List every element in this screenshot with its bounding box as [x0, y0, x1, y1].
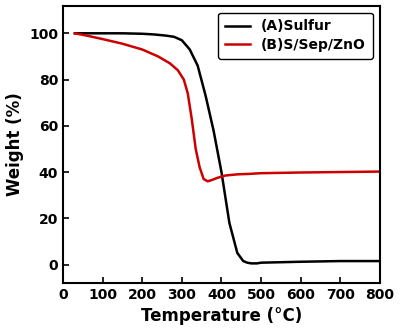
Line: (A)Sulfur: (A)Sulfur — [75, 33, 380, 263]
(B)S/Sep/ZnO — [185, 91, 190, 95]
(A)Sulfur — [100, 31, 105, 35]
Legend: (A)Sulfur, (B)S/Sep/ZnO: (A)Sulfur, (B)S/Sep/ZnO — [218, 13, 373, 59]
(B)S/Sep/ZnO — [223, 173, 228, 177]
(A)Sulfur — [378, 259, 382, 263]
(B)S/Sep/ZnO — [338, 170, 343, 174]
(B)S/Sep/ZnO — [84, 34, 89, 38]
(B)S/Sep/ZnO — [259, 171, 264, 175]
(A)Sulfur — [80, 31, 85, 35]
(A)Sulfur — [120, 31, 125, 35]
(A)Sulfur — [140, 32, 145, 36]
Line: (B)S/Sep/ZnO: (B)S/Sep/ZnO — [75, 33, 380, 181]
(B)S/Sep/ZnO — [140, 48, 145, 52]
(A)Sulfur — [72, 31, 77, 35]
(B)S/Sep/ZnO — [156, 54, 160, 58]
(A)Sulfur — [249, 261, 254, 265]
(B)S/Sep/ZnO — [72, 31, 77, 35]
(A)Sulfur — [235, 251, 240, 255]
(B)S/Sep/ZnO — [205, 179, 210, 183]
(B)S/Sep/ZnO — [201, 177, 206, 181]
(A)Sulfur — [164, 34, 168, 38]
X-axis label: Temperature (°C): Temperature (°C) — [141, 307, 302, 325]
(B)S/Sep/ZnO — [120, 42, 125, 46]
(B)S/Sep/ZnO — [176, 68, 180, 72]
(A)Sulfur — [195, 64, 200, 68]
(A)Sulfur — [298, 260, 303, 264]
(A)Sulfur — [211, 128, 216, 132]
(B)S/Sep/ZnO — [193, 147, 198, 151]
(B)S/Sep/ZnO — [189, 117, 194, 121]
(A)Sulfur — [245, 261, 250, 265]
(A)Sulfur — [227, 221, 232, 225]
Y-axis label: Weight (%): Weight (%) — [6, 92, 24, 196]
(B)S/Sep/ZnO — [209, 178, 214, 182]
(B)S/Sep/ZnO — [378, 169, 382, 173]
(B)S/Sep/ZnO — [298, 170, 303, 174]
(A)Sulfur — [152, 32, 156, 36]
(B)S/Sep/ZnO — [168, 61, 172, 65]
(A)Sulfur — [219, 170, 224, 174]
(A)Sulfur — [241, 259, 246, 263]
(A)Sulfur — [259, 261, 264, 265]
(A)Sulfur — [338, 259, 343, 263]
(B)S/Sep/ZnO — [215, 176, 220, 180]
(B)S/Sep/ZnO — [247, 172, 252, 176]
(B)S/Sep/ZnO — [197, 166, 202, 169]
(A)Sulfur — [180, 38, 184, 42]
(B)S/Sep/ZnO — [235, 172, 240, 176]
(B)S/Sep/ZnO — [182, 77, 186, 81]
(A)Sulfur — [255, 261, 260, 265]
(A)Sulfur — [203, 94, 208, 98]
(A)Sulfur — [187, 48, 192, 52]
(B)S/Sep/ZnO — [100, 37, 105, 41]
(A)Sulfur — [172, 35, 176, 39]
